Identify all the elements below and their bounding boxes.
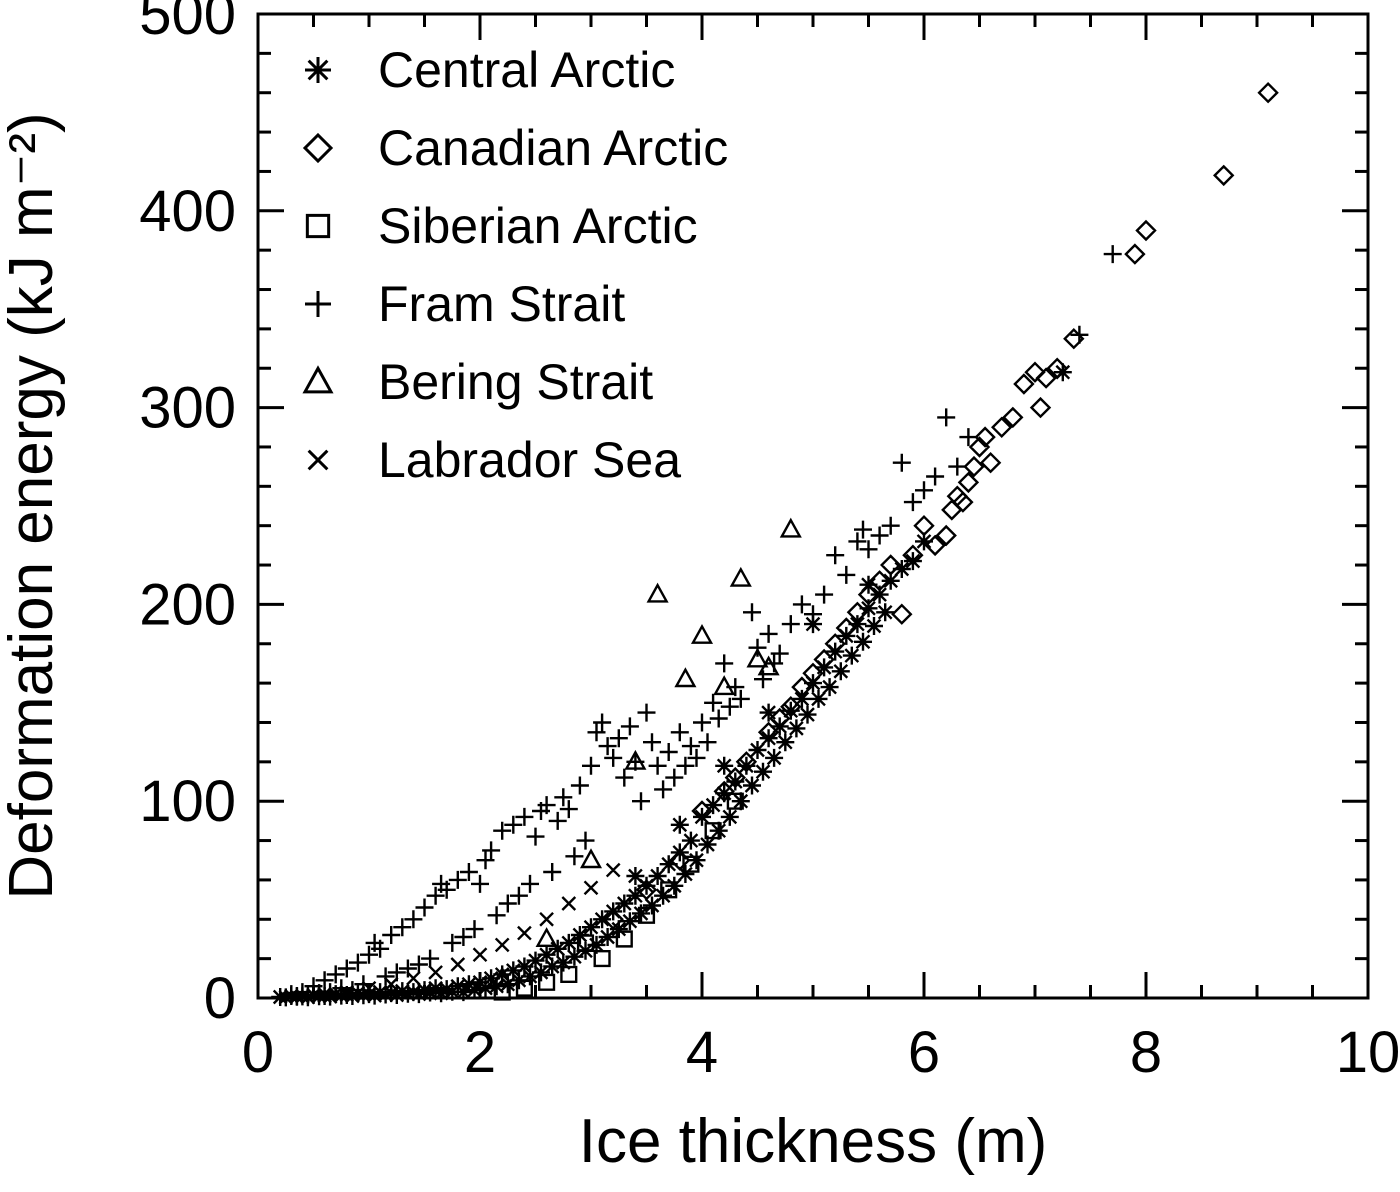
series-labrador-sea (295, 862, 621, 1004)
y-tick-label: 0 (204, 966, 236, 1031)
axis-ticks (256, 12, 1370, 1000)
asterisk-marker-icon (305, 57, 331, 83)
legend-item-fram-strait: Fram Strait (305, 276, 625, 332)
x-tick-label: 0 (242, 1020, 274, 1085)
x-marker-icon (307, 449, 329, 471)
y-tick-label: 500 (139, 0, 236, 47)
legend-label: Bering Strait (378, 354, 653, 410)
legend-label: Fram Strait (378, 276, 625, 332)
legend-label: Central Arctic (378, 42, 675, 98)
series-siberian-arctic (493, 792, 744, 1001)
legend-item-bering-strait: Bering Strait (302, 354, 653, 410)
legend-label: Siberian Arctic (378, 198, 698, 254)
legend-item-siberian-arctic: Siberian Arctic (305, 198, 698, 254)
square-marker-icon (305, 213, 331, 239)
series-fram-strait (282, 245, 1122, 1005)
y-tick-label: 100 (139, 769, 236, 834)
data-points (271, 82, 1279, 1007)
y-tick-label: 300 (139, 376, 236, 441)
triangle-marker-icon (302, 365, 334, 394)
legend-item-central-arctic: Central Arctic (305, 42, 675, 98)
x-tick-label: 2 (464, 1020, 496, 1085)
legend: Central Arctic Canadian Arctic Siberian Ar… (302, 42, 728, 488)
x-tick-label: 6 (908, 1020, 940, 1085)
plus-marker-icon (305, 291, 331, 317)
diamond-marker-icon (302, 132, 334, 164)
legend-label: Labrador Sea (378, 432, 681, 488)
y-axis-title: Deformation energy (kJ m⁻²) (0, 112, 66, 899)
y-tick-label: 200 (139, 572, 236, 637)
legend-label: Canadian Arctic (378, 120, 728, 176)
series-canadian-arctic (602, 82, 1279, 930)
x-axis-title: Ice thickness (m) (579, 1107, 1048, 1176)
legend-item-labrador-sea: Labrador Sea (307, 432, 681, 488)
legend-item-canadian-arctic: Canadian Arctic (302, 120, 728, 176)
y-tick-label: 400 (139, 179, 236, 244)
x-tick-label: 10 (1336, 1020, 1400, 1085)
series-bering-strait (491, 517, 802, 987)
x-tick-label: 4 (686, 1020, 718, 1085)
x-tick-label: 8 (1130, 1020, 1162, 1085)
